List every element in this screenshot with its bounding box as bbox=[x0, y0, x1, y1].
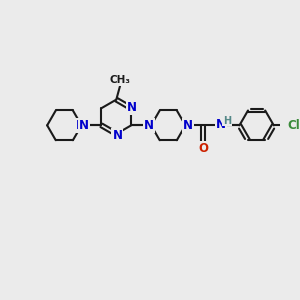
Text: N: N bbox=[75, 119, 85, 132]
Text: CH₃: CH₃ bbox=[110, 75, 131, 85]
Text: O: O bbox=[198, 142, 208, 154]
Text: N: N bbox=[112, 128, 122, 142]
Text: N: N bbox=[79, 119, 89, 132]
Text: N: N bbox=[127, 100, 137, 114]
Text: N: N bbox=[183, 119, 193, 132]
Text: Cl: Cl bbox=[288, 119, 300, 132]
Text: N: N bbox=[216, 118, 226, 131]
Text: N: N bbox=[144, 119, 154, 132]
Text: H: H bbox=[223, 116, 231, 126]
